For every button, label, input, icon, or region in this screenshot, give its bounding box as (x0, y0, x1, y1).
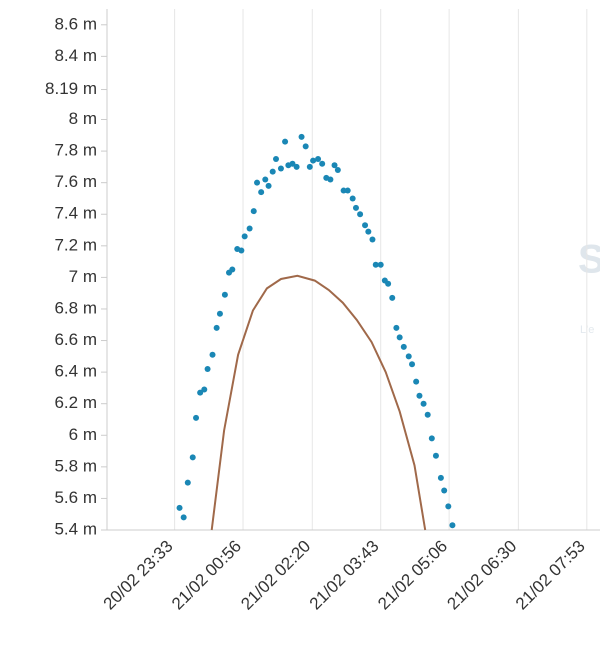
data-point (349, 195, 356, 202)
y-tick-label: 7.6 m (54, 172, 97, 191)
data-point (331, 162, 338, 169)
data-point (221, 291, 228, 298)
data-point (204, 365, 211, 372)
y-tick-label: 5.8 m (54, 456, 97, 475)
data-point (445, 503, 452, 510)
y-tick-label: 7.2 m (54, 235, 97, 254)
x-tick-label: 21/02 02:20 (237, 537, 314, 614)
y-tick-label: 8 m (69, 109, 97, 128)
data-point (289, 160, 296, 167)
data-point (357, 211, 364, 218)
data-point (396, 334, 403, 341)
data-point (385, 280, 392, 287)
x-tick-label: 21/02 07:53 (512, 537, 589, 614)
data-point (201, 386, 208, 393)
data-point (189, 454, 196, 461)
data-point (310, 157, 317, 164)
data-point (413, 378, 420, 385)
data-point (176, 504, 183, 511)
data-point (400, 343, 407, 350)
y-tick-label: 6.4 m (54, 362, 97, 381)
y-tick-label: 7 m (69, 267, 97, 286)
data-point (365, 228, 372, 235)
data-point (352, 204, 359, 211)
data-point (449, 522, 456, 529)
y-tick-label: 6.8 m (54, 298, 97, 317)
data-point (420, 400, 427, 407)
watermark: S (578, 238, 600, 282)
data-point (441, 487, 448, 494)
y-tick-label: 8.19 m (45, 79, 97, 98)
y-tick-label: 8.4 m (54, 46, 97, 65)
y-tick-label: 6 m (69, 425, 97, 444)
data-point (273, 155, 280, 162)
data-point (197, 389, 204, 396)
data-point (246, 225, 253, 232)
y-tick-label: 5.6 m (54, 488, 97, 507)
data-point (258, 189, 265, 196)
data-point (282, 138, 289, 145)
y-tick-label: 6.2 m (54, 393, 97, 412)
data-point (216, 310, 223, 317)
data-point (254, 179, 261, 186)
data-point (315, 155, 322, 162)
data-point (262, 176, 269, 183)
data-point (269, 168, 276, 175)
data-point (334, 167, 341, 174)
y-tick-label: 7.8 m (54, 141, 97, 160)
data-point (213, 324, 220, 331)
data-point (298, 133, 305, 140)
data-point (377, 261, 384, 268)
data-point (344, 187, 351, 194)
x-tick-label: 21/02 00:56 (168, 537, 245, 614)
data-point (238, 247, 245, 254)
data-point (432, 452, 439, 459)
data-point (319, 160, 326, 167)
y-tick-label: 5.4 m (54, 519, 97, 538)
x-tick-label: 21/02 03:43 (306, 537, 383, 614)
y-tick-label: 7.4 m (54, 204, 97, 223)
data-point (193, 414, 200, 421)
x-tick-label: 21/02 06:30 (443, 537, 520, 614)
data-point (405, 353, 412, 360)
data-point (362, 222, 369, 229)
data-point (250, 208, 257, 215)
y-tick-label: 6.6 m (54, 330, 97, 349)
data-point (229, 266, 236, 273)
data-line (210, 274, 427, 531)
data-point (180, 514, 187, 521)
data-point (428, 435, 435, 442)
data-point (437, 474, 444, 481)
data-point (389, 294, 396, 301)
data-point (369, 236, 376, 243)
x-tick-label: 20/02 23:33 (100, 537, 177, 614)
data-point (424, 411, 431, 418)
data-point (327, 176, 334, 183)
data-point (302, 143, 309, 150)
y-tick-label: 8.6 m (54, 14, 97, 33)
data-point (306, 163, 313, 170)
data-point (416, 392, 423, 399)
data-point (241, 233, 248, 240)
data-point (293, 163, 300, 170)
x-tick-label: 21/02 05:06 (374, 537, 451, 614)
data-point (184, 479, 191, 486)
data-point (265, 182, 272, 189)
data-point (277, 165, 284, 172)
data-point (393, 324, 400, 331)
data-point (372, 261, 379, 268)
data-point (409, 361, 416, 368)
data-point (209, 351, 216, 358)
data-point (340, 187, 347, 194)
